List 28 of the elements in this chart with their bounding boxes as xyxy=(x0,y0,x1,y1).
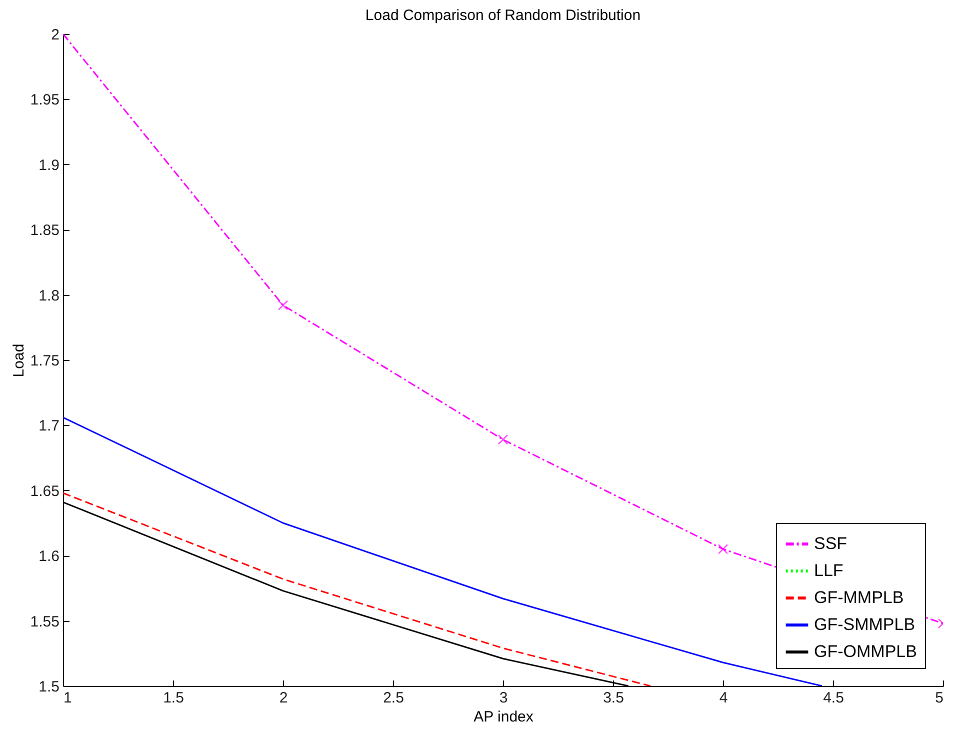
y-tick-label: 1.6 xyxy=(38,548,60,566)
y-tick-label: 1.5 xyxy=(38,678,60,696)
y-tick-label: 2 xyxy=(51,26,60,44)
legend-label: GF-SMMPLB xyxy=(814,615,916,634)
y-tick-label: 1.65 xyxy=(30,482,60,500)
y-tick-label: 1.8 xyxy=(38,287,60,304)
x-tick-label: 2.5 xyxy=(383,690,404,706)
chart-title: Load Comparison of Random Distribution xyxy=(365,7,641,24)
x-tick-label: 5 xyxy=(935,690,944,706)
x-tick-label: 1.5 xyxy=(163,690,184,706)
x-tick-label: 3.5 xyxy=(603,690,624,706)
x-axis-title: AP index xyxy=(474,708,534,726)
x-tick-label: 3 xyxy=(499,690,508,706)
x-tick-label: 4.5 xyxy=(823,690,844,706)
x-tick-label: 1 xyxy=(64,690,72,706)
y-tick-label: 1.85 xyxy=(30,222,60,240)
y-tick-label: 1.95 xyxy=(30,92,60,109)
y-tick-label: 1.9 xyxy=(38,156,60,174)
legend-label: LLF xyxy=(814,561,844,580)
y-tick-label: 1.55 xyxy=(30,613,60,630)
legend-label: GF-OMMPLB xyxy=(814,642,917,661)
legend-label: GF-MMPLB xyxy=(814,588,904,607)
y-axis-title: Load xyxy=(10,344,28,378)
legend-label: SSF xyxy=(814,534,848,553)
y-tick-label: 1.7 xyxy=(38,418,60,435)
x-tick-label: 2 xyxy=(279,690,288,706)
x-tick-label: 4 xyxy=(719,690,728,706)
y-tick-label: 1.75 xyxy=(30,352,60,370)
